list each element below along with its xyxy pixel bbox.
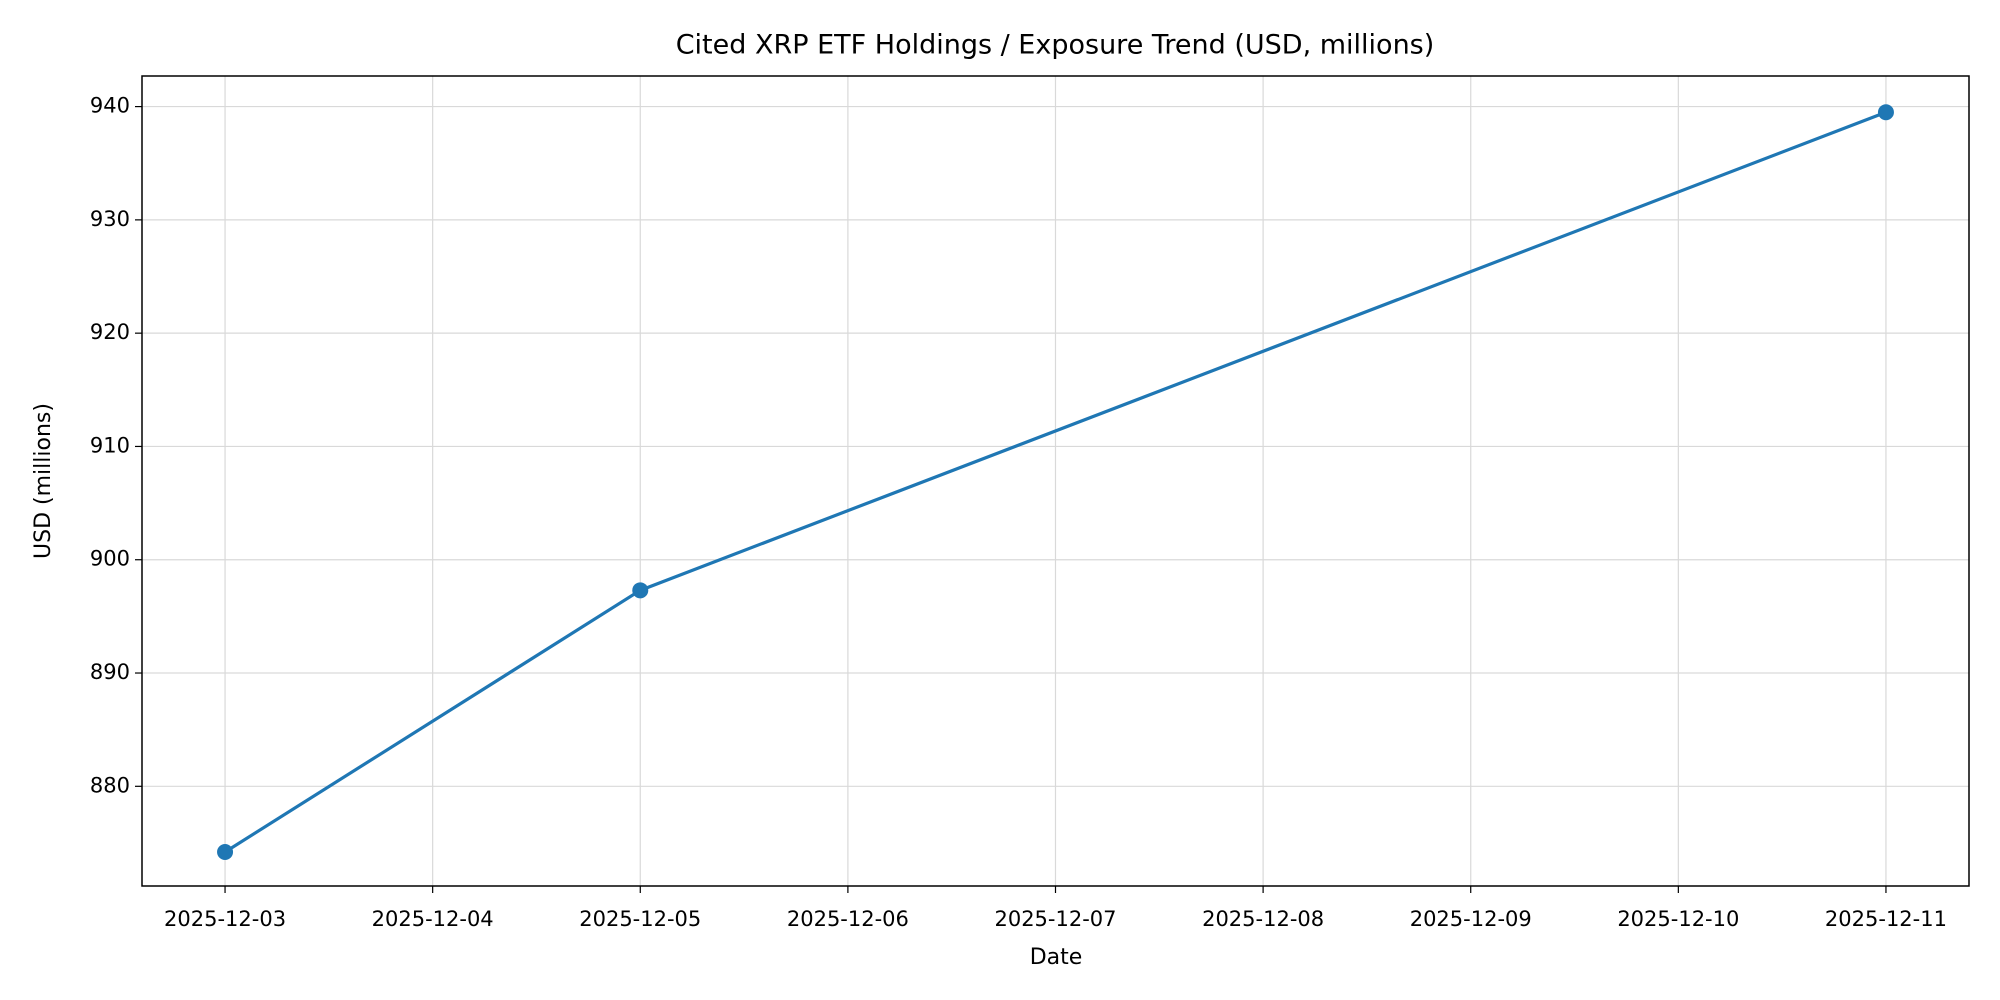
- data-point: [217, 844, 234, 861]
- y-tick-label: 890: [90, 660, 130, 684]
- y-tick-label: 880: [90, 773, 130, 797]
- x-tick-label: 2025-12-04: [372, 907, 494, 931]
- chart-title: Cited XRP ETF Holdings / Exposure Trend …: [676, 30, 1435, 61]
- x-tick-label: 2025-12-09: [1410, 907, 1532, 931]
- plot-frame: [141, 75, 1970, 887]
- x-axis-label: Date: [1030, 945, 1083, 970]
- data-point: [1877, 104, 1894, 121]
- y-tick-label: 920: [90, 320, 130, 344]
- x-tick-label: 2025-12-08: [1202, 907, 1324, 931]
- y-tick-label: 930: [90, 207, 130, 231]
- x-tick-label: 2025-12-07: [994, 907, 1116, 931]
- y-axis-label: USD (millions): [31, 403, 56, 559]
- x-tick-label: 2025-12-10: [1617, 907, 1739, 931]
- y-tick-label: 940: [90, 94, 130, 118]
- x-tick-label: 2025-12-05: [579, 907, 701, 931]
- x-tick-label: 2025-12-03: [164, 907, 286, 931]
- data-point: [632, 582, 649, 599]
- x-tick-label: 2025-12-11: [1825, 907, 1947, 931]
- y-tick-label: 900: [90, 547, 130, 571]
- y-tick-label: 910: [90, 433, 130, 457]
- x-tick-label: 2025-12-06: [787, 907, 909, 931]
